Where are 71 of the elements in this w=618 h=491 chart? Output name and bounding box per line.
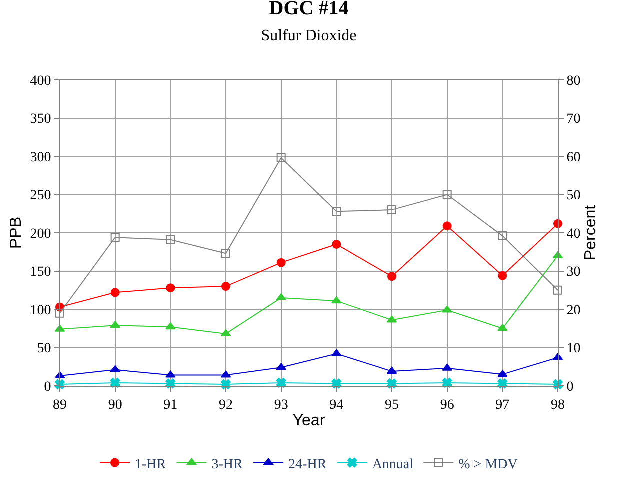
- point: [110, 378, 120, 388]
- chart-subtitle: Sulfur Dioxide: [261, 28, 357, 45]
- y-tick-label: 300: [30, 150, 52, 166]
- x-tick-label: 97: [496, 398, 510, 413]
- x-tick-label: 92: [219, 398, 233, 413]
- x-tick-label: 91: [164, 398, 178, 413]
- point: [388, 206, 396, 215]
- chart-title: DGC #14: [269, 0, 349, 20]
- point: [442, 190, 452, 200]
- legend-label: 24-HR: [288, 457, 328, 472]
- x-axis-title: Year: [292, 412, 326, 430]
- y-tick-label: 350: [30, 112, 52, 128]
- point: [332, 349, 342, 356]
- point: [442, 222, 452, 231]
- point: [498, 370, 508, 378]
- point: [332, 240, 342, 249]
- x-tick-label: 93: [274, 398, 288, 413]
- y2-tick-label: 70: [566, 112, 581, 128]
- legend-label: Annual: [372, 457, 414, 472]
- y2-tick-label: 20: [566, 303, 581, 318]
- y-tick-label: 250: [30, 188, 52, 204]
- y2-axis-title: Percent: [582, 204, 600, 261]
- point: [498, 232, 508, 241]
- legend-label: 1-HR: [135, 457, 167, 472]
- y2-tick-label: 0: [566, 380, 574, 395]
- point: [110, 365, 120, 372]
- x-tick-label: 90: [108, 398, 122, 413]
- point: [56, 308, 64, 318]
- point: [110, 321, 120, 328]
- point: [442, 306, 452, 313]
- y2-tick-label: 10: [566, 342, 581, 357]
- point: [222, 282, 230, 292]
- point: [276, 258, 286, 268]
- y-axis-title: PPB: [8, 216, 26, 250]
- point: [276, 363, 286, 370]
- x-tick-label: 94: [330, 398, 344, 413]
- y-tick-label: 200: [30, 226, 52, 242]
- point: [276, 378, 286, 388]
- point: [332, 207, 342, 216]
- y2-tick-label: 60: [566, 150, 581, 166]
- x-tick-label: 95: [385, 398, 399, 413]
- point: [554, 286, 562, 295]
- x-tick-label: 96: [440, 398, 454, 413]
- point: [442, 378, 452, 388]
- y-tick-label: 0: [44, 380, 52, 395]
- y2-tick-label: 50: [566, 188, 581, 204]
- point: [166, 284, 176, 293]
- point: [166, 235, 176, 244]
- point: [498, 324, 508, 332]
- point: [498, 271, 508, 280]
- point: [110, 233, 120, 242]
- y-tick-label: 150: [30, 265, 52, 280]
- y-tick-label: 100: [30, 303, 52, 318]
- point: [110, 288, 120, 298]
- x-tick-label: 89: [53, 398, 67, 413]
- y2-tick-label: 80: [566, 74, 581, 89]
- y-tick-label: 50: [37, 342, 52, 357]
- point: [166, 370, 176, 378]
- point: [166, 322, 176, 330]
- point: [442, 364, 452, 371]
- x-tick-label: 98: [551, 398, 565, 413]
- y-tick-label: 400: [30, 74, 52, 89]
- point: [276, 294, 286, 301]
- legend-label: 3-HR: [212, 457, 244, 472]
- y2-tick-label: 30: [566, 265, 581, 280]
- legend-label: % > MDV: [458, 457, 518, 472]
- y2-tick-label: 40: [566, 226, 581, 242]
- point: [388, 272, 396, 282]
- point: [332, 296, 342, 304]
- point: [276, 154, 286, 163]
- point: [222, 249, 230, 258]
